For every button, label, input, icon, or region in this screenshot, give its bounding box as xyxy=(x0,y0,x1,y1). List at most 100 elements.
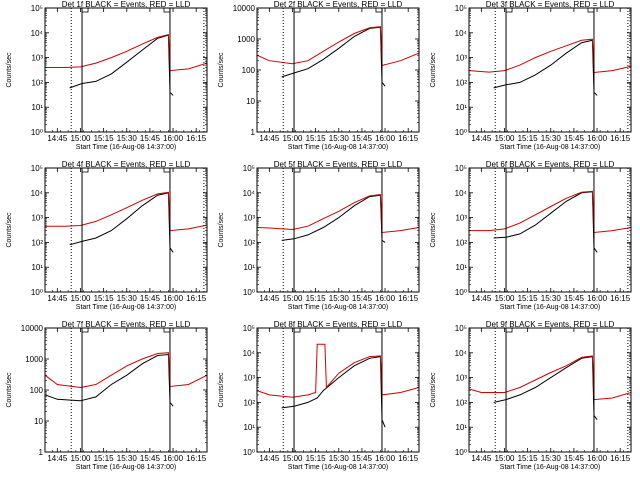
x-tick-label: 15:30 xyxy=(329,454,350,463)
y-tick-label: 10¹ xyxy=(455,103,467,112)
x-tick-label: 14:45 xyxy=(259,294,280,303)
y-tick-label: 10² xyxy=(31,238,43,247)
x-tick-label: 16:00 xyxy=(163,454,184,463)
y-tick-label: 10⁴ xyxy=(455,189,468,198)
x-tick-label: 15:30 xyxy=(117,454,138,463)
y-tick-label: 10⁰ xyxy=(243,448,255,457)
x-tick-label: 15:45 xyxy=(352,134,373,143)
x-tick-label: 14:45 xyxy=(259,134,280,143)
y-tick-label: 10⁰ xyxy=(243,288,255,297)
y-tick-label: 10¹ xyxy=(243,423,255,432)
x-tick-label: 14:45 xyxy=(471,294,492,303)
y-tick-label: 10000 xyxy=(21,324,44,333)
x-tick-label: 16:00 xyxy=(587,294,608,303)
y-tick-label: 10² xyxy=(455,78,467,87)
x-tick-label: 15:45 xyxy=(564,134,585,143)
y-axis-title: Counts/sec xyxy=(430,372,437,408)
y-tick-label: 10² xyxy=(455,398,467,407)
y-axis-title: Counts/sec xyxy=(218,52,225,88)
y-tick-label: 10⁵ xyxy=(31,4,43,13)
x-tick-label: 15:15 xyxy=(518,454,539,463)
x-tick-label: 15:45 xyxy=(352,294,373,303)
x-tick-label: 15:00 xyxy=(282,134,303,143)
y-axis-title: Counts/sec xyxy=(6,52,13,88)
y-tick-label: 10000 xyxy=(233,4,256,13)
x-tick-label: 15:00 xyxy=(282,454,303,463)
x-tick-label: 15:30 xyxy=(329,134,350,143)
x-tick-label: 15:15 xyxy=(306,134,327,143)
y-axis-title: Counts/sec xyxy=(6,212,13,248)
x-tick-label: 15:45 xyxy=(140,454,161,463)
y-tick-label: 1000 xyxy=(25,355,43,364)
x-tick-label: 15:45 xyxy=(564,294,585,303)
x-tick-label: 15:30 xyxy=(117,294,138,303)
panel-det-7: Det 7f BLACK = Events, RED = LLD 1 10 100 10… xyxy=(6,320,208,471)
panel-title: Det 1f BLACK = Events, RED = LLD xyxy=(62,0,191,9)
panel-title: Det 7f BLACK = Events, RED = LLD xyxy=(62,320,191,329)
panel-det-5: Det 5f BLACK = Events, RED = LLD 10⁰ 10¹ 10… xyxy=(218,160,420,311)
x-tick-label: 15:00 xyxy=(282,294,303,303)
x-tick-label: 16:00 xyxy=(163,294,184,303)
panel-det-2: Det 2f BLACK = Events, RED = LLD 1 10 100 10… xyxy=(218,0,420,151)
panel-title: Det 5f BLACK = Events, RED = LLD xyxy=(274,160,403,169)
y-tick-label: 10² xyxy=(31,78,43,87)
y-tick-label: 10¹ xyxy=(31,103,43,112)
y-tick-label: 10⁰ xyxy=(31,128,43,137)
plot-frame xyxy=(256,167,420,293)
x-tick-label: 15:00 xyxy=(70,134,91,143)
y-tick-label: 10⁰ xyxy=(455,128,467,137)
series-lld-line xyxy=(257,343,419,398)
x-axis-title: Start Time (16-Aug-08 14:37:00) xyxy=(500,144,600,151)
y-tick-label: 10⁵ xyxy=(455,4,467,13)
x-tick-label: 14:45 xyxy=(47,134,68,143)
x-tick-label: 16:15 xyxy=(398,454,419,463)
y-tick-label: 10² xyxy=(455,238,467,247)
y-tick-label: 10⁵ xyxy=(243,164,255,173)
panel-title: Det 9f BLACK = Events, RED = LLD xyxy=(486,320,615,329)
x-tick-label: 16:15 xyxy=(186,294,207,303)
y-tick-label: 10³ xyxy=(243,214,255,223)
panel-title: Det 2f BLACK = Events, RED = LLD xyxy=(274,0,403,9)
y-tick-label: 10³ xyxy=(31,54,43,63)
x-tick-label: 14:45 xyxy=(47,454,68,463)
y-tick-label: 1 xyxy=(39,448,44,457)
y-tick-label: 10⁴ xyxy=(455,29,468,38)
x-tick-label: 16:15 xyxy=(186,134,207,143)
x-tick-label: 16:00 xyxy=(375,134,396,143)
y-tick-label: 10¹ xyxy=(243,263,255,272)
x-tick-label: 14:45 xyxy=(259,454,280,463)
x-tick-label: 14:45 xyxy=(47,294,68,303)
x-tick-label: 16:00 xyxy=(375,454,396,463)
y-tick-label: 10² xyxy=(243,238,255,247)
panel-det-4: Det 4f BLACK = Events, RED = LLD 10⁰ 10¹ 10… xyxy=(6,160,208,311)
x-tick-label: 15:45 xyxy=(140,294,161,303)
x-tick-label: 16:00 xyxy=(587,134,608,143)
panel-title: Det 4f BLACK = Events, RED = LLD xyxy=(62,160,191,169)
y-tick-label: 10⁴ xyxy=(455,349,468,358)
x-tick-label: 15:00 xyxy=(70,294,91,303)
x-axis-title: Start Time (16-Aug-08 14:37:00) xyxy=(76,144,176,151)
x-tick-label: 15:15 xyxy=(94,454,115,463)
y-tick-label: 10³ xyxy=(243,374,255,383)
series-lld-line xyxy=(45,191,207,232)
y-tick-label: 10⁴ xyxy=(243,189,256,198)
panel-title: Det 3f BLACK = Events, RED = LLD xyxy=(486,0,615,9)
panel-title: Det 6f BLACK = Events, RED = LLD xyxy=(486,160,615,169)
y-tick-label: 10⁴ xyxy=(31,29,44,38)
x-tick-label: 16:15 xyxy=(610,294,631,303)
y-tick-label: 10⁵ xyxy=(455,324,467,333)
series-lld-line xyxy=(469,355,631,401)
series-lld-line xyxy=(469,38,631,74)
plot-frame xyxy=(468,167,632,293)
x-tick-label: 15:15 xyxy=(94,294,115,303)
y-tick-label: 1 xyxy=(251,128,256,137)
y-tick-label: 10² xyxy=(243,398,255,407)
panel-det-9: Det 9f BLACK = Events, RED = LLD 10⁰ 10¹ 10… xyxy=(430,320,632,471)
x-tick-label: 16:15 xyxy=(186,454,207,463)
panel-det-1: Det 1f BLACK = Events, RED = LLD 10⁰ 10¹ 10… xyxy=(6,0,208,151)
series-events-line xyxy=(493,39,598,96)
panel-det-6: Det 6f BLACK = Events, RED = LLD 10⁰ 10¹ 10… xyxy=(430,160,632,311)
x-tick-label: 15:45 xyxy=(564,454,585,463)
plot-frame xyxy=(468,327,632,453)
